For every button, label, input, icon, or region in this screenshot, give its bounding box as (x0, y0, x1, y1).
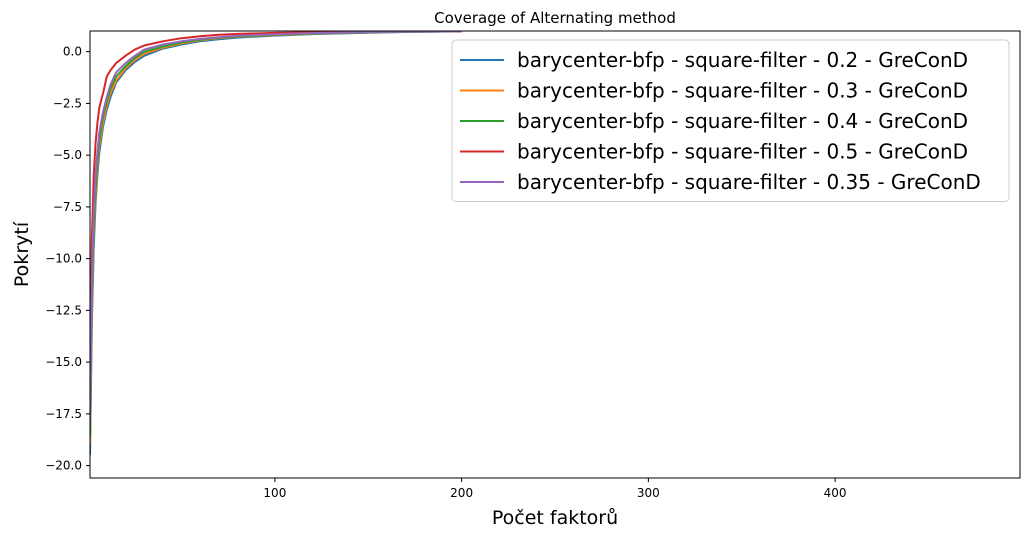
x-tick-label: 400 (824, 486, 847, 500)
x-axis-label: Počet faktorů (492, 507, 618, 529)
plot-frame (89, 30, 1021, 479)
legend-entry-label: barycenter-bfp - square-filter - 0.35 - … (517, 170, 981, 194)
y-tick-label: −2.5 (53, 96, 82, 110)
legend-entry-label: barycenter-bfp - square-filter - 0.4 - G… (517, 109, 968, 133)
y-tick-label: −12.5 (45, 303, 82, 317)
x-tick-label: 100 (263, 486, 286, 500)
y-tick-label: 0.0 (63, 45, 82, 59)
y-tick-label: −10.0 (45, 252, 82, 266)
series-line-1 (90, 31, 462, 456)
plot-area (89, 30, 1021, 479)
y-axis-label: Pokrytí (11, 221, 33, 287)
series-line-2 (90, 31, 462, 445)
y-axis: 0.0 −2.5 −5.0 −7.5 −10.0 −12.5 −15.0 −17.5 −20.0 (45, 45, 90, 473)
x-axis: 100 200 300 400 (263, 478, 847, 500)
chart-title: Coverage of Alternating method (434, 9, 676, 27)
y-tick-label: −20.0 (45, 459, 82, 473)
series-line-3 (90, 31, 462, 435)
series-line-4 (90, 31, 462, 404)
legend-entry-label: barycenter-bfp - square-filter - 0.3 - G… (517, 79, 968, 103)
x-tick-label: 300 (637, 486, 660, 500)
y-tick-label: −15.0 (45, 355, 82, 369)
x-tick-label: 200 (450, 486, 473, 500)
y-tick-label: −17.5 (45, 407, 82, 421)
y-tick-label: −7.5 (53, 200, 82, 214)
y-tick-label: −5.0 (53, 148, 82, 162)
series-lines (90, 31, 462, 456)
legend: barycenter-bfp - square-filter - 0.2 - G… (451, 39, 1010, 202)
legend-entry-label: barycenter-bfp - square-filter - 0.2 - G… (517, 48, 968, 72)
series-line-5 (90, 31, 462, 425)
legend-entry-label: barycenter-bfp - square-filter - 0.5 - G… (517, 140, 968, 164)
legend-box (451, 39, 1010, 202)
